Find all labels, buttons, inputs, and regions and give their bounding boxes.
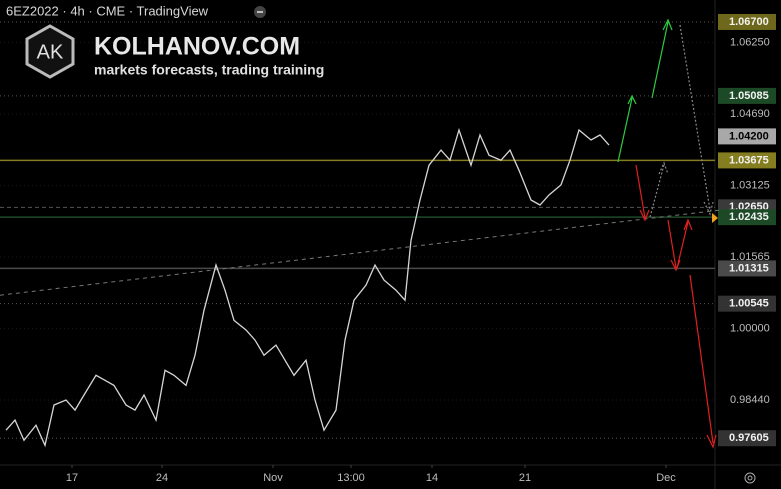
y-tick-label: 1.03125 [730, 179, 770, 191]
logo-initials: AK [37, 41, 64, 63]
level-label: 1.05085 [729, 90, 769, 102]
y-tick-label: 0.98440 [730, 394, 770, 406]
forecast-arrows [617, 18, 717, 449]
level-label-box [718, 260, 776, 277]
price-marker [712, 213, 718, 223]
x-tick-label: 21 [519, 472, 531, 484]
arrow-up [651, 18, 673, 99]
y-tick-label: 1.04690 [730, 108, 770, 120]
logo-tagline: markets forecasts, trading training [94, 62, 324, 78]
level-label-box [718, 209, 776, 226]
arrow-up [617, 94, 637, 163]
collapse-icon [257, 11, 263, 13]
level-label-box [718, 87, 776, 104]
level-label: 1.01315 [729, 262, 769, 274]
trend-line [0, 209, 721, 296]
arrow-up-red [676, 218, 693, 269]
x-tick-label: 14 [426, 472, 438, 484]
level-label-box [718, 430, 776, 447]
x-tick-label: 24 [156, 472, 168, 484]
x-tick-label: 13:00 [337, 472, 365, 484]
arrow-gray [649, 161, 669, 218]
level-label: 1.06700 [729, 16, 769, 28]
y-tick-label: 1.06250 [730, 36, 770, 48]
arrow-down [689, 274, 717, 449]
level-label-box [718, 13, 776, 30]
symbol-header: 6EZ2022 · 4h · CME · TradingView [6, 3, 209, 18]
level-label-box [718, 152, 776, 169]
arrow-gray [679, 24, 714, 216]
logo-brand: KOLHANOV.COM [94, 33, 300, 61]
level-label: 1.04200 [729, 130, 769, 142]
price-line [5, 127, 610, 448]
y-tick-label: 1.01565 [730, 251, 770, 263]
y-tick-label: 1.00000 [730, 323, 770, 335]
level-label: 0.97605 [729, 432, 769, 444]
level-label-box [718, 295, 776, 312]
x-tick-label: 17 [66, 472, 78, 484]
settings-icon[interactable] [744, 472, 756, 484]
level-label: 1.00545 [729, 298, 769, 310]
arrow-down [635, 164, 650, 222]
level-label: 1.03675 [729, 154, 769, 166]
logo-badge [25, 24, 75, 79]
level-label: 1.02435 [729, 211, 769, 223]
level-label-box [718, 128, 776, 145]
x-tick-label: Dec [656, 472, 676, 484]
x-tick-label: Nov [263, 472, 283, 484]
